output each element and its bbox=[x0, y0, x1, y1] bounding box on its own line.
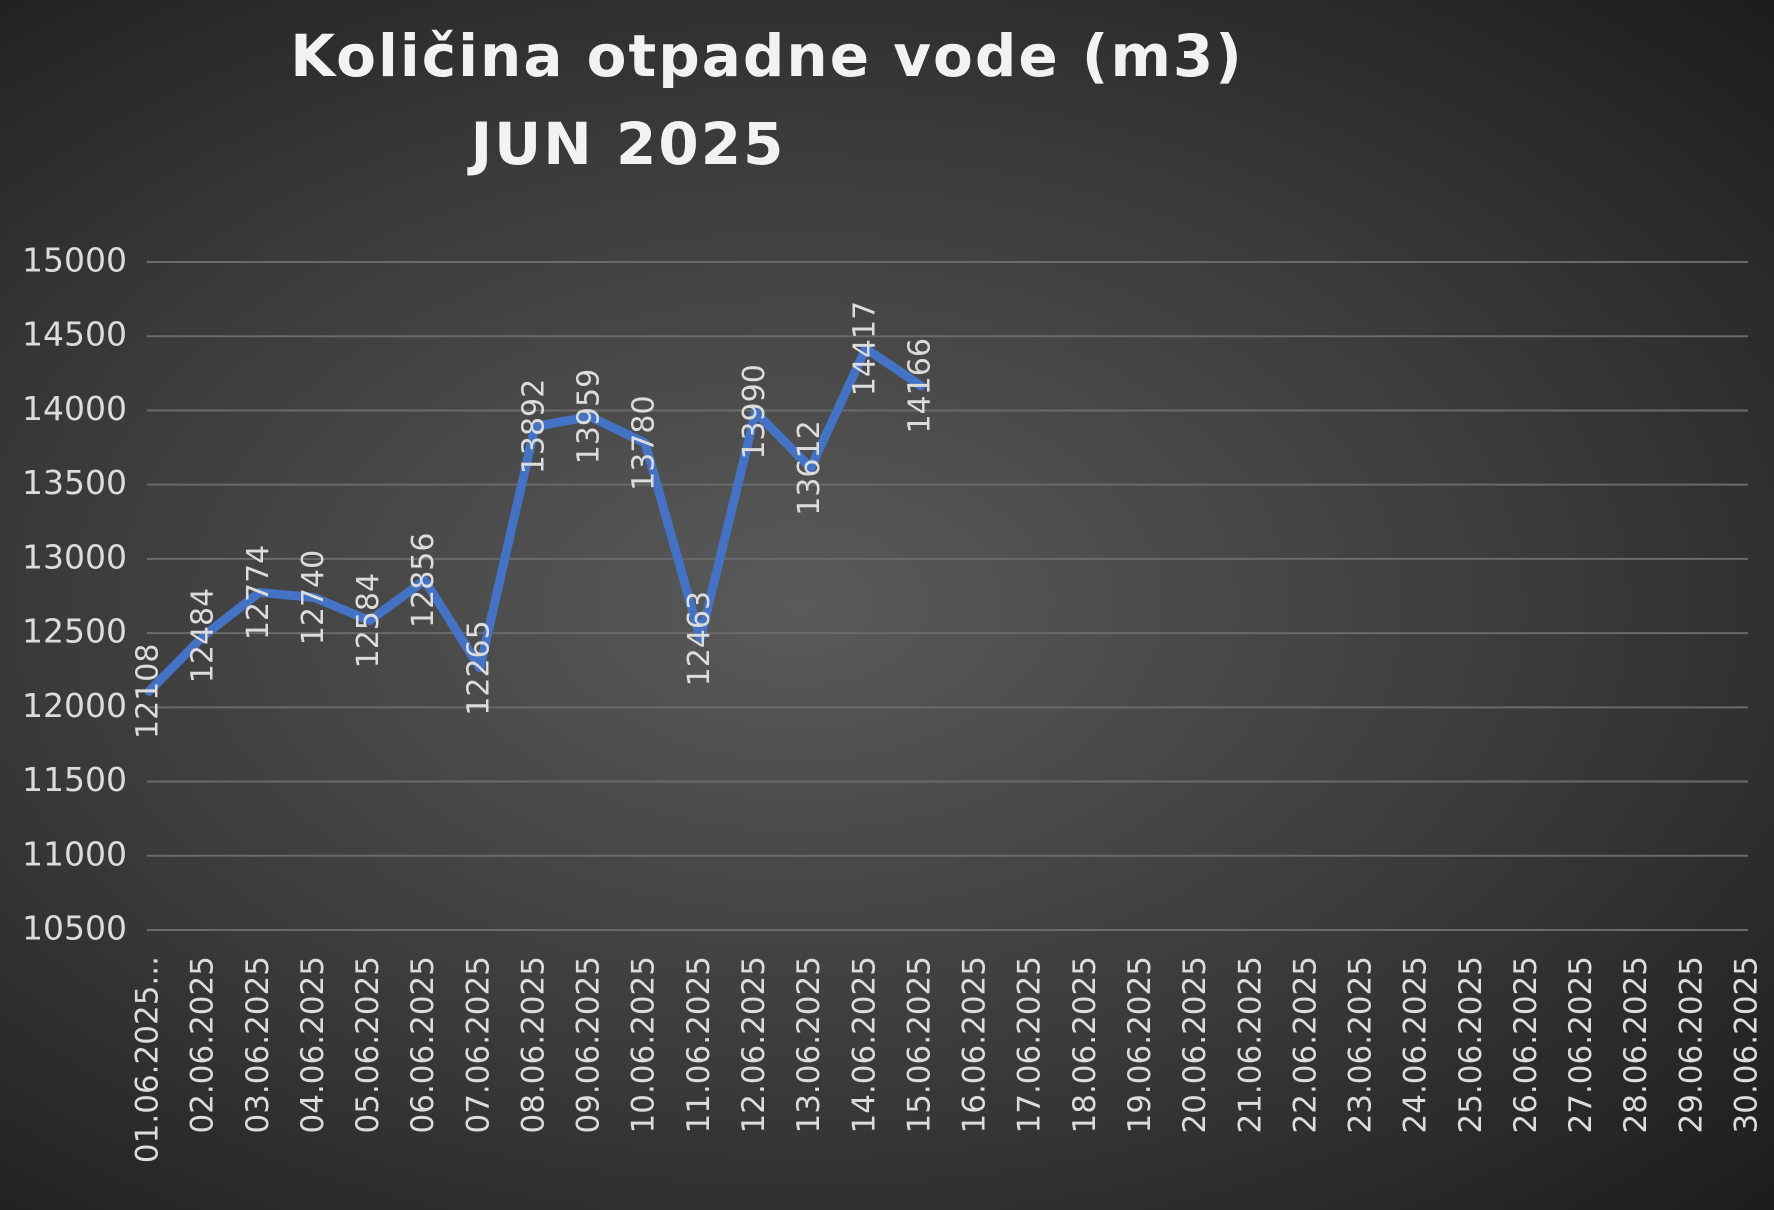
x-tick-label: 17.06.2025 bbox=[1012, 956, 1048, 1134]
y-tick-label: 11500 bbox=[22, 760, 127, 799]
x-tick-label: 25.06.2025 bbox=[1453, 956, 1489, 1134]
x-tick-label: 12.06.2025 bbox=[736, 956, 772, 1134]
x-tick-label: 26.06.2025 bbox=[1508, 956, 1544, 1134]
data-label: 14417 bbox=[847, 301, 882, 396]
data-label: 12484 bbox=[186, 588, 221, 683]
x-tick-label: 09.06.2025 bbox=[571, 956, 607, 1134]
data-label: 13780 bbox=[627, 395, 662, 490]
x-tick-label: 03.06.2025 bbox=[240, 956, 276, 1134]
data-label: 12856 bbox=[406, 533, 441, 628]
x-tick-label: 16.06.2025 bbox=[957, 956, 993, 1134]
x-tick-label: 30.06.2025 bbox=[1729, 956, 1765, 1134]
y-tick-label: 13000 bbox=[22, 537, 127, 576]
y-tick-label: 14000 bbox=[22, 389, 127, 428]
data-label: 13990 bbox=[737, 364, 772, 459]
data-label: 12265 bbox=[461, 620, 496, 715]
y-tick-label: 15000 bbox=[22, 241, 127, 280]
y-tick-label: 10500 bbox=[22, 909, 127, 948]
x-tick-label: 02.06.2025 bbox=[185, 956, 221, 1134]
x-tick-label: 24.06.2025 bbox=[1398, 956, 1434, 1134]
x-tick-label: 15.06.2025 bbox=[901, 956, 937, 1134]
data-label: 13612 bbox=[792, 420, 827, 515]
x-tick-label: 18.06.2025 bbox=[1067, 956, 1103, 1134]
data-label: 12774 bbox=[241, 545, 276, 640]
y-tick-label: 12500 bbox=[22, 612, 127, 651]
x-tick-label: 29.06.2025 bbox=[1673, 956, 1709, 1134]
x-tick-label: 10.06.2025 bbox=[626, 956, 662, 1134]
x-tick-label: 07.06.2025 bbox=[460, 956, 496, 1134]
data-label: 13959 bbox=[572, 369, 607, 464]
y-tick-label: 14500 bbox=[22, 315, 127, 354]
x-tick-label: 08.06.2025 bbox=[515, 956, 551, 1134]
x-tick-label: 19.06.2025 bbox=[1122, 956, 1158, 1134]
x-tick-label: 23.06.2025 bbox=[1343, 956, 1379, 1134]
data-label: 14166 bbox=[902, 338, 937, 433]
line-series bbox=[144, 344, 926, 696]
data-label: 12584 bbox=[351, 573, 386, 668]
x-tick-label: 21.06.2025 bbox=[1232, 956, 1268, 1134]
x-tick-label: 28.06.2025 bbox=[1618, 956, 1654, 1134]
data-label: 13892 bbox=[516, 379, 551, 474]
data-label: 12463 bbox=[682, 591, 717, 686]
y-tick-label: 11000 bbox=[22, 834, 127, 873]
x-tick-label: 22.06.2025 bbox=[1287, 956, 1323, 1134]
x-tick-label: 20.06.2025 bbox=[1177, 956, 1213, 1134]
x-tick-label: 04.06.2025 bbox=[295, 956, 331, 1134]
x-tick-label: 27.06.2025 bbox=[1563, 956, 1599, 1134]
data-label: 12740 bbox=[296, 550, 331, 645]
x-tick-label: 01.06.2025... bbox=[130, 956, 166, 1163]
x-tick-label: 06.06.2025 bbox=[405, 956, 441, 1134]
chart-title: Količina otpadne vode (m3) bbox=[290, 22, 1244, 90]
y-tick-label: 13500 bbox=[22, 463, 127, 502]
data-label: 12108 bbox=[131, 644, 166, 739]
x-tick-label: 11.06.2025 bbox=[681, 956, 717, 1134]
chart-subtitle: JUN 2025 bbox=[467, 110, 786, 178]
y-tick-label: 12000 bbox=[22, 686, 127, 725]
x-tick-label: 05.06.2025 bbox=[350, 956, 386, 1134]
x-tick-label: 14.06.2025 bbox=[846, 956, 882, 1134]
x-tick-label: 13.06.2025 bbox=[791, 956, 827, 1134]
